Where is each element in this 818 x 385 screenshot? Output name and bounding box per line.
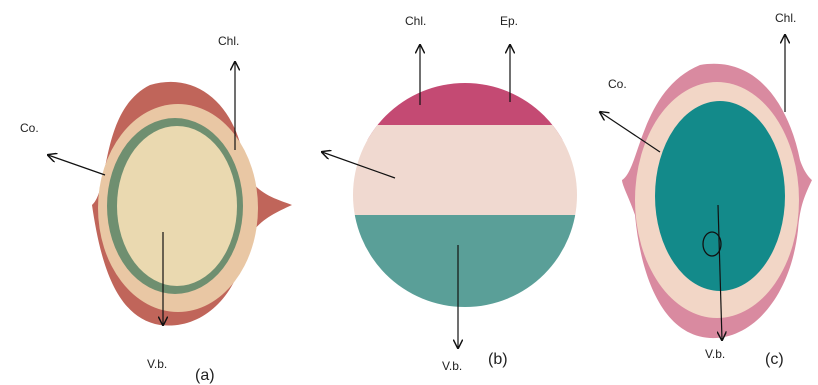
label: V.b. [147,357,167,371]
caption: (b) [488,351,508,368]
label: V.b. [705,347,725,361]
label: Chl. [218,34,239,48]
cortex-zone [350,125,590,215]
caption: (a) [195,367,215,384]
figure: Co. Chl. V.b. (a) Chl. Ep. V.b. (b) Co. … [0,0,818,385]
panel-c: Co. Chl. V.b. (c) [600,11,812,368]
arrow [48,155,105,175]
stele [117,126,237,286]
label: Co. [608,77,627,91]
caption: (c) [765,351,784,368]
page: Co. Chl. V.b. (a) Chl. Ep. V.b. (b) Co. … [0,0,818,385]
label: Chl. [775,11,796,25]
stele-zone [350,215,590,315]
label: Chl. [405,14,426,28]
label: Co. [20,121,39,135]
panel-b: Chl. Ep. V.b. (b) [322,14,590,373]
label: V.b. [442,359,462,373]
label: Ep. [500,14,518,28]
panel-a: Co. Chl. V.b. (a) [20,34,292,384]
